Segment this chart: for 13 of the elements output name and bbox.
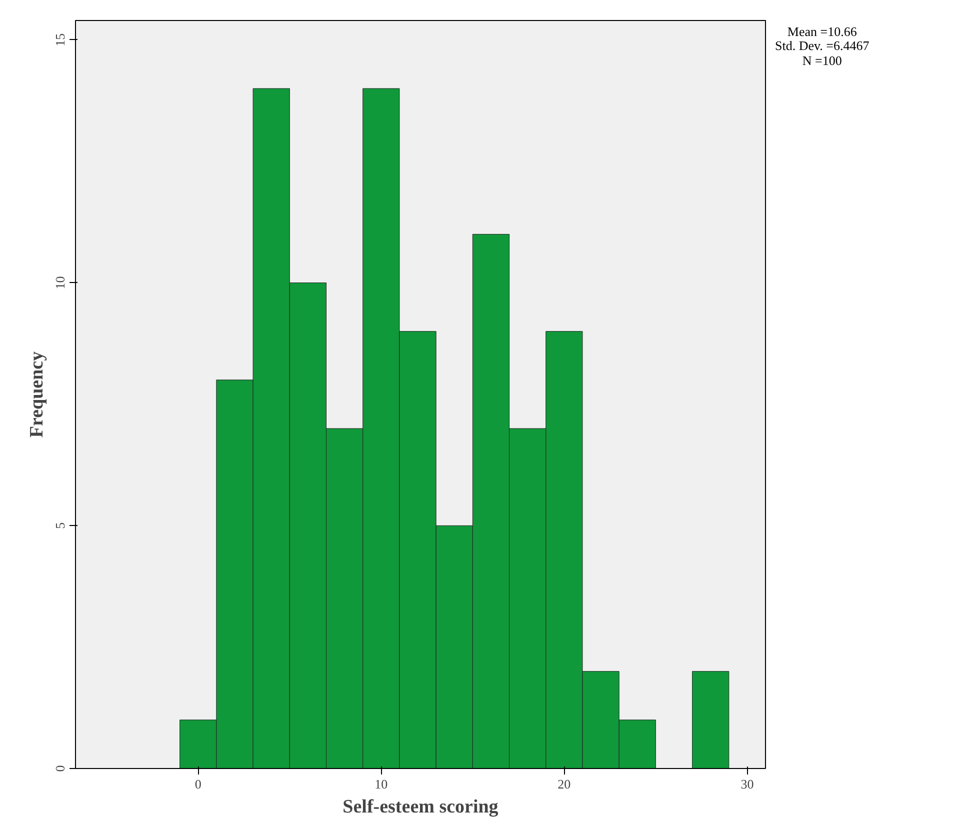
x-axis-title: Self-esteem scoring — [342, 796, 499, 818]
y-tick-label: 10 — [52, 276, 68, 290]
y-tick-label: 5 — [52, 522, 68, 529]
y-tick-label: 15 — [52, 33, 68, 46]
x-tick-label: 20 — [558, 776, 571, 792]
x-tick-label: 0 — [194, 776, 202, 792]
text: Mean =10.66 — [787, 24, 857, 39]
y-tick-label: 0 — [52, 765, 68, 772]
text: Std. Dev. =6.4467 — [775, 38, 870, 54]
y-axis-title: Frequency — [26, 350, 48, 438]
x-tick-label: 30 — [740, 776, 754, 792]
x-tick-label: 10 — [374, 776, 388, 792]
text: N =100 — [802, 52, 842, 68]
